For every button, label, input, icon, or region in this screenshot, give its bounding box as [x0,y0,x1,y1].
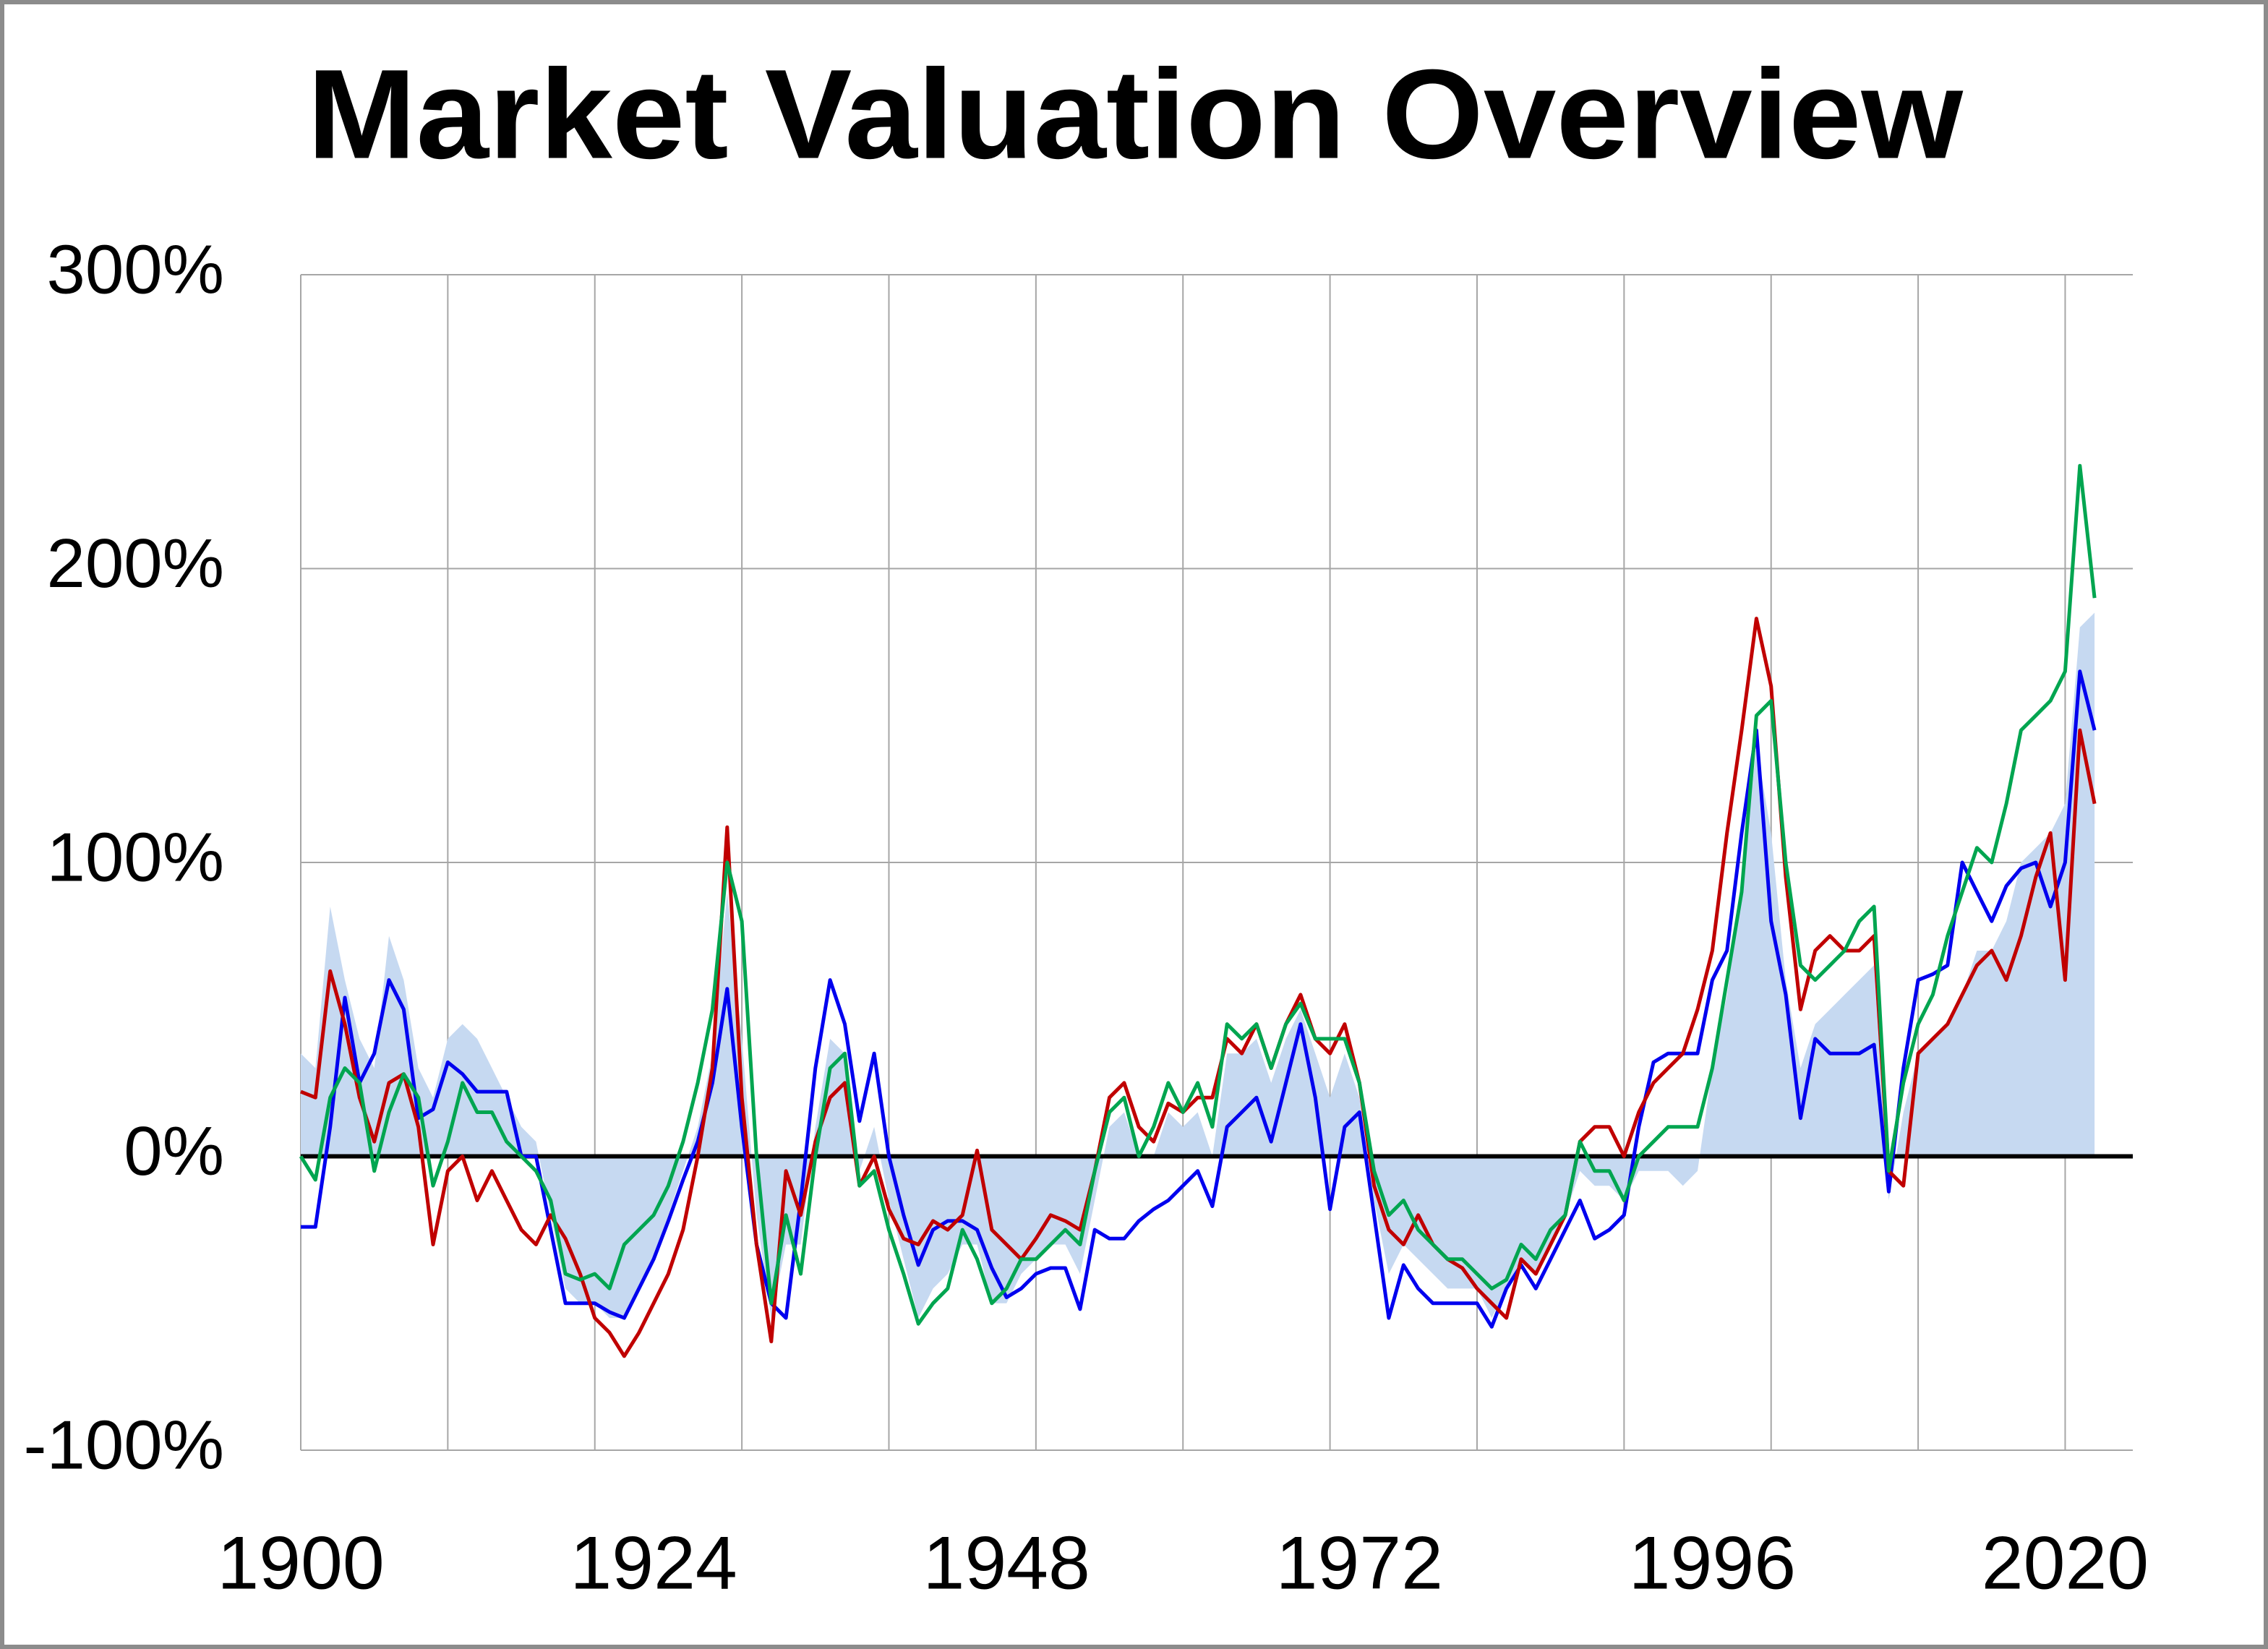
y-tick-label: 0% [124,1113,224,1190]
series-line [300,617,2097,1358]
y-tick-label: 300% [46,231,224,308]
x-tick-label: 1996 [1629,1521,1796,1605]
y-tick-label: -100% [24,1406,225,1483]
series-line [301,669,2097,1329]
x-tick-label: 1972 [1276,1521,1443,1605]
y-tick-label: 100% [46,818,224,896]
x-tick-label: 1924 [570,1521,737,1605]
chart-title: Market Valuation Overview [307,43,1964,185]
x-tick-label: 1900 [217,1521,384,1605]
x-tick-label: 1948 [923,1521,1090,1605]
axis-labels: -100% 0% 100% 200% 300% 1900 1924 1948 1972 1996 2… [24,231,2149,1605]
x-tick-label: 2020 [1982,1521,2149,1605]
plot [299,463,2133,1358]
y-tick-label: 200% [46,525,224,602]
series-line [299,463,2097,1326]
area [301,612,2095,1319]
